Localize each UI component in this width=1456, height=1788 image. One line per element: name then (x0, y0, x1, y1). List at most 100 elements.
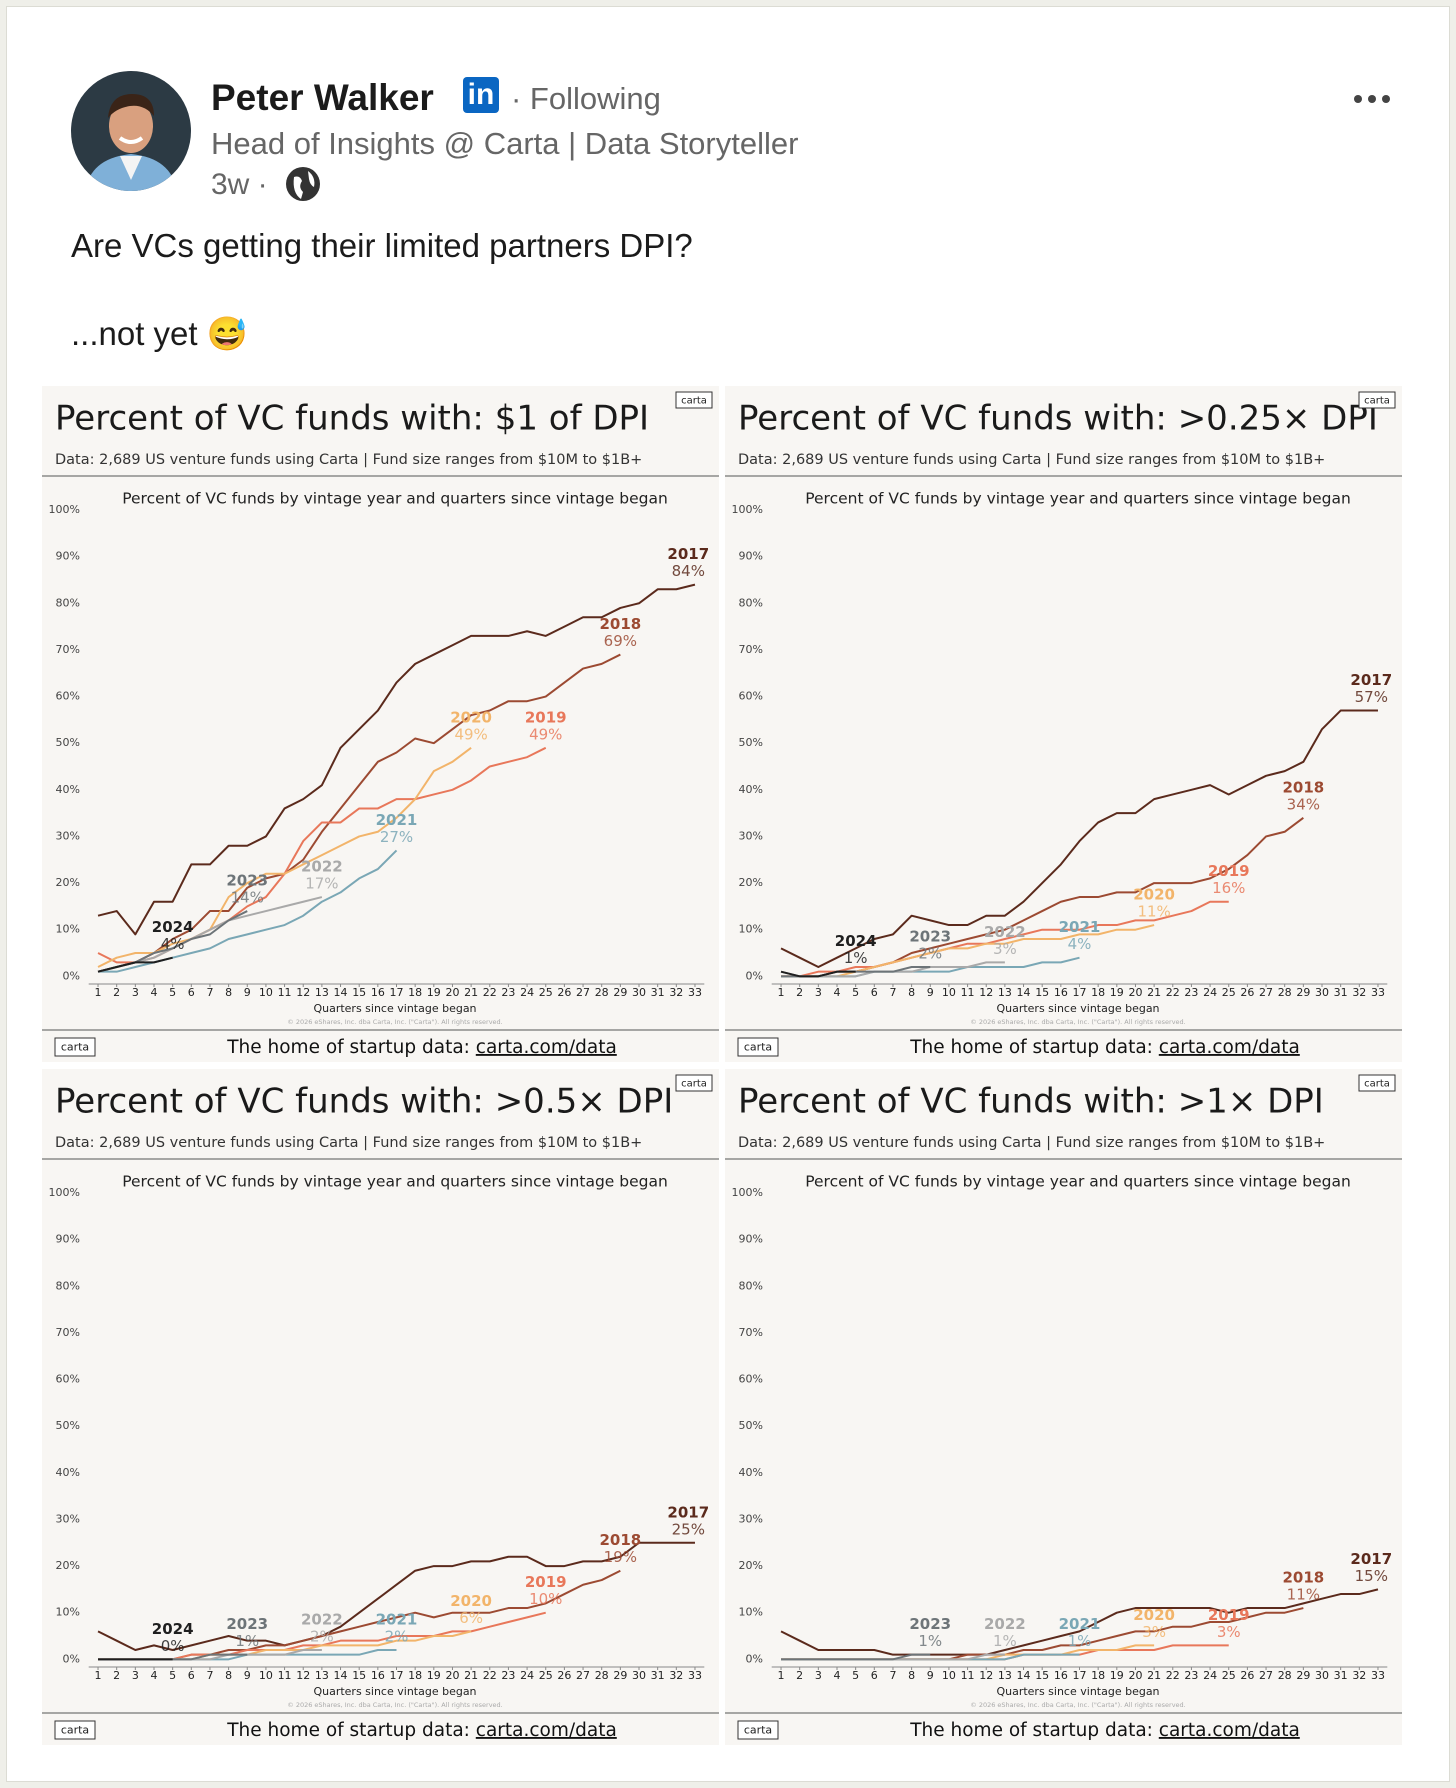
copyright: © 2026 eShares, Inc. dba Carta, Inc. ("C… (970, 1701, 1185, 1709)
x-tick-label: 15 (352, 1669, 366, 1682)
footer: The home of startup data: carta.com/data (909, 1720, 1300, 1741)
data-label: 11% (1287, 1586, 1320, 1604)
x-tick-label: 8 (908, 1669, 915, 1682)
post-age: 3w · (211, 168, 268, 201)
logo: carta (681, 396, 707, 407)
x-tick-label: 11 (278, 1669, 292, 1682)
series-name: 2017 (667, 545, 709, 563)
x-tick-label: 6 (188, 986, 195, 999)
x-axis-label: Quarters since vintage began (313, 1002, 476, 1015)
chart-title: Percent of VC funds with: >1× DPI (738, 1082, 1324, 1122)
x-axis-label: Quarters since vintage began (996, 1685, 1159, 1698)
x-tick-label: 29 (613, 1669, 627, 1682)
x-tick-label: 20 (1128, 1669, 1142, 1682)
logo-box (675, 391, 713, 409)
series-line (97, 1541, 695, 1652)
footer-logo: carta (744, 1724, 772, 1737)
series-line (781, 924, 1155, 978)
series-name: 2023 (909, 1615, 951, 1633)
data-label: 34% (1287, 795, 1320, 813)
author-name[interactable]: Peter Walker (211, 77, 434, 118)
data-label: 2% (310, 1628, 334, 1646)
x-tick-label: 2 (113, 986, 120, 999)
x-tick-label: 30 (632, 1669, 646, 1682)
y-tick-label: 20% (56, 1559, 80, 1572)
logo-box (1358, 1074, 1396, 1092)
footer-logo-box (737, 1720, 779, 1740)
series-name: 2017 (667, 1503, 709, 1521)
x-tick-label: 29 (1296, 1669, 1310, 1682)
footer: The home of startup data: carta.com/data (226, 1037, 617, 1058)
data-label: 10% (529, 1590, 562, 1608)
data-label: 19% (604, 1548, 637, 1566)
footer: The home of startup data: carta.com/data (226, 1720, 617, 1741)
data-label: 25% (672, 1520, 705, 1538)
x-tick-label: 18 (408, 1669, 422, 1682)
chart-title: Percent of VC funds with: $1 of DPI (55, 399, 649, 439)
data-label: 1% (235, 1632, 259, 1650)
x-tick-label: 25 (539, 1669, 553, 1682)
post-card: Peter Walker in · Following Head of Insi… (6, 6, 1450, 1782)
y-tick-label: 10% (56, 1606, 80, 1619)
x-tick-label: 29 (1296, 986, 1310, 999)
series-name: 2017 (1350, 671, 1392, 689)
x-tick-label: 32 (1352, 986, 1366, 999)
y-tick-label: 60% (56, 1373, 80, 1386)
chart-title: Percent of VC funds with: >0.5× DPI (55, 1082, 673, 1122)
logo: carta (1364, 1079, 1390, 1090)
more-menu[interactable] (1352, 93, 1392, 105)
x-tick-label: 15 (352, 986, 366, 999)
data-label: 2% (918, 945, 942, 963)
follow-status[interactable]: · Following (511, 81, 661, 116)
data-label: 3% (993, 940, 1017, 958)
x-tick-label: 14 (334, 1669, 348, 1682)
y-tick-label: 60% (56, 690, 80, 703)
data-label: 0% (161, 1637, 185, 1655)
x-tick-label: 2 (113, 1669, 120, 1682)
footer-logo: carta (744, 1041, 772, 1054)
x-tick-label: 23 (1184, 1669, 1198, 1682)
x-tick-label: 28 (1278, 986, 1292, 999)
x-tick-label: 27 (576, 1669, 590, 1682)
x-tick-label: 5 (852, 1669, 859, 1682)
y-tick-label: 40% (739, 783, 763, 796)
y-tick-label: 20% (739, 1559, 763, 1572)
series-line (780, 970, 856, 978)
x-tick-label: 23 (1184, 986, 1198, 999)
data-label: 15% (1355, 1567, 1388, 1585)
x-tick-label: 13 (998, 1669, 1012, 1682)
x-tick-label: 14 (1017, 986, 1031, 999)
y-tick-label: 90% (56, 550, 80, 563)
data-label: 27% (380, 828, 413, 846)
x-tick-label: 19 (427, 986, 441, 999)
footer-text: The home of startup data: (909, 1037, 1153, 1058)
series-name: 2021 (376, 811, 418, 829)
y-tick-label: 60% (739, 1373, 763, 1386)
x-tick-label: 10 (942, 1669, 956, 1682)
logo-box (675, 1074, 713, 1092)
series-name: 2022 (301, 1611, 343, 1629)
logo: carta (1364, 396, 1390, 407)
y-tick-label: 40% (739, 1466, 763, 1479)
x-tick-label: 32 (669, 1669, 683, 1682)
avatar[interactable] (70, 70, 192, 192)
x-tick-label: 10 (259, 1669, 273, 1682)
x-tick-label: 26 (1240, 986, 1254, 999)
x-tick-label: 7 (206, 1669, 213, 1682)
data-label: 14% (231, 889, 264, 907)
series-name: 2024 (152, 918, 194, 936)
x-tick-label: 12 (296, 986, 310, 999)
x-tick-label: 20 (445, 1669, 459, 1682)
data-label: 3% (1217, 1623, 1241, 1641)
x-tick-label: 18 (1091, 1669, 1105, 1682)
x-tick-label: 22 (1166, 1669, 1180, 1682)
series-name: 2023 (909, 928, 951, 946)
x-tick-label: 21 (1147, 1669, 1161, 1682)
plot-title: Percent of VC funds by vintage year and … (122, 490, 668, 508)
data-label: 4% (161, 935, 185, 953)
series-name: 2020 (450, 1592, 492, 1610)
x-tick-label: 9 (927, 986, 934, 999)
x-tick-label: 21 (1147, 986, 1161, 999)
x-tick-label: 18 (1091, 986, 1105, 999)
data-label: 11% (1137, 903, 1170, 921)
